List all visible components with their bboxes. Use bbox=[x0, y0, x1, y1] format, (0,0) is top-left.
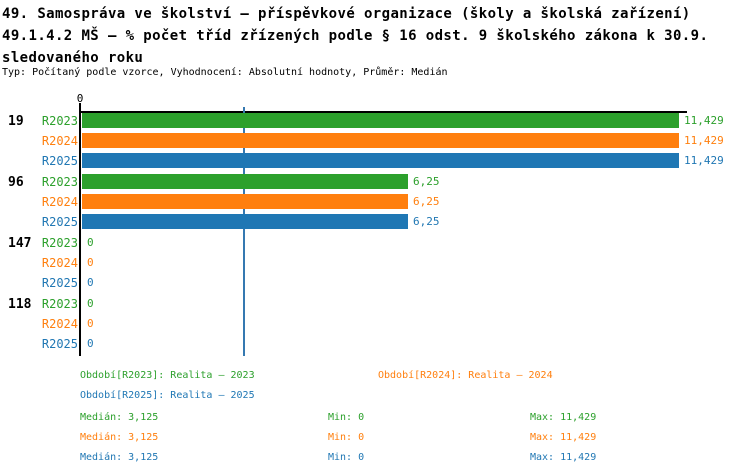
stat-median-r2025: Medián: 3,125 bbox=[80, 452, 159, 463]
bar-value-label: 0 bbox=[87, 317, 94, 330]
bar-value-label: 0 bbox=[87, 297, 94, 310]
median-line bbox=[243, 107, 245, 356]
stat-max-r2025: Max: 11,429 bbox=[530, 452, 597, 463]
chart-title-line2: 49.1.4.2 MŠ – % počet tříd zřízených pod… bbox=[2, 28, 709, 44]
stat-median-r2023: Medián: 3,125 bbox=[80, 412, 159, 423]
stat-max-r2023: Max: 11,429 bbox=[530, 412, 597, 423]
series-label: R2024 bbox=[41, 317, 78, 331]
series-label: R2025 bbox=[41, 215, 78, 229]
series-label: R2024 bbox=[41, 195, 78, 209]
chart-title-line1: 49. Samospráva ve školství – příspěvkové… bbox=[2, 6, 691, 22]
series-label: R2024 bbox=[41, 256, 78, 270]
series-label: R2023 bbox=[41, 236, 78, 250]
bar-value-label: 6,25 bbox=[413, 195, 440, 208]
x-axis-zero-label: 0 bbox=[76, 92, 84, 105]
group-label: 19 bbox=[8, 114, 24, 129]
series-label: R2023 bbox=[41, 175, 78, 189]
bar bbox=[82, 133, 679, 148]
stat-median-r2024: Medián: 3,125 bbox=[80, 432, 159, 443]
stat-min-r2024: Min: 0 bbox=[328, 432, 365, 443]
bar bbox=[82, 174, 408, 189]
group-label: 147 bbox=[8, 236, 32, 251]
legend-item-r2024: Období[R2024]: Realita – 2024 bbox=[378, 370, 553, 381]
chart-title-line3: sledovaného roku bbox=[2, 50, 144, 66]
bar bbox=[82, 113, 679, 128]
bar-value-label: 0 bbox=[87, 276, 94, 289]
legend-item-r2025: Období[R2025]: Realita – 2025 bbox=[80, 390, 255, 401]
series-label: R2023 bbox=[41, 114, 78, 128]
y-axis-line bbox=[79, 111, 81, 356]
bar bbox=[82, 214, 408, 229]
group-label: 96 bbox=[8, 175, 24, 190]
chart-header: 49. Samospráva ve školství – příspěvkové… bbox=[2, 3, 708, 69]
bar-value-label: 0 bbox=[87, 337, 94, 350]
bar-value-label: 6,25 bbox=[413, 175, 440, 188]
stat-min-r2025: Min: 0 bbox=[328, 452, 365, 463]
series-label: R2025 bbox=[41, 337, 78, 351]
series-label: R2025 bbox=[41, 276, 78, 290]
bar bbox=[82, 153, 679, 168]
x-axis-top-line bbox=[79, 111, 687, 113]
bar-value-label: 0 bbox=[87, 256, 94, 269]
series-label: R2023 bbox=[41, 297, 78, 311]
x-axis-zero-tick bbox=[79, 103, 81, 112]
bar bbox=[82, 194, 408, 209]
bar-value-label: 6,25 bbox=[413, 215, 440, 228]
bar-value-label: 0 bbox=[87, 236, 94, 249]
bar-value-label: 11,429 bbox=[684, 134, 724, 147]
group-label: 118 bbox=[8, 297, 32, 312]
series-label: R2024 bbox=[41, 134, 78, 148]
stat-min-r2023: Min: 0 bbox=[328, 412, 365, 423]
legend-item-r2023: Období[R2023]: Realita – 2023 bbox=[80, 370, 255, 381]
bar-value-label: 11,429 bbox=[684, 114, 724, 127]
series-label: R2025 bbox=[41, 154, 78, 168]
chart-subtitle: Typ: Počítaný podle vzorce, Vyhodnocení:… bbox=[2, 67, 448, 78]
stat-max-r2024: Max: 11,429 bbox=[530, 432, 597, 443]
bar-value-label: 11,429 bbox=[684, 154, 724, 167]
